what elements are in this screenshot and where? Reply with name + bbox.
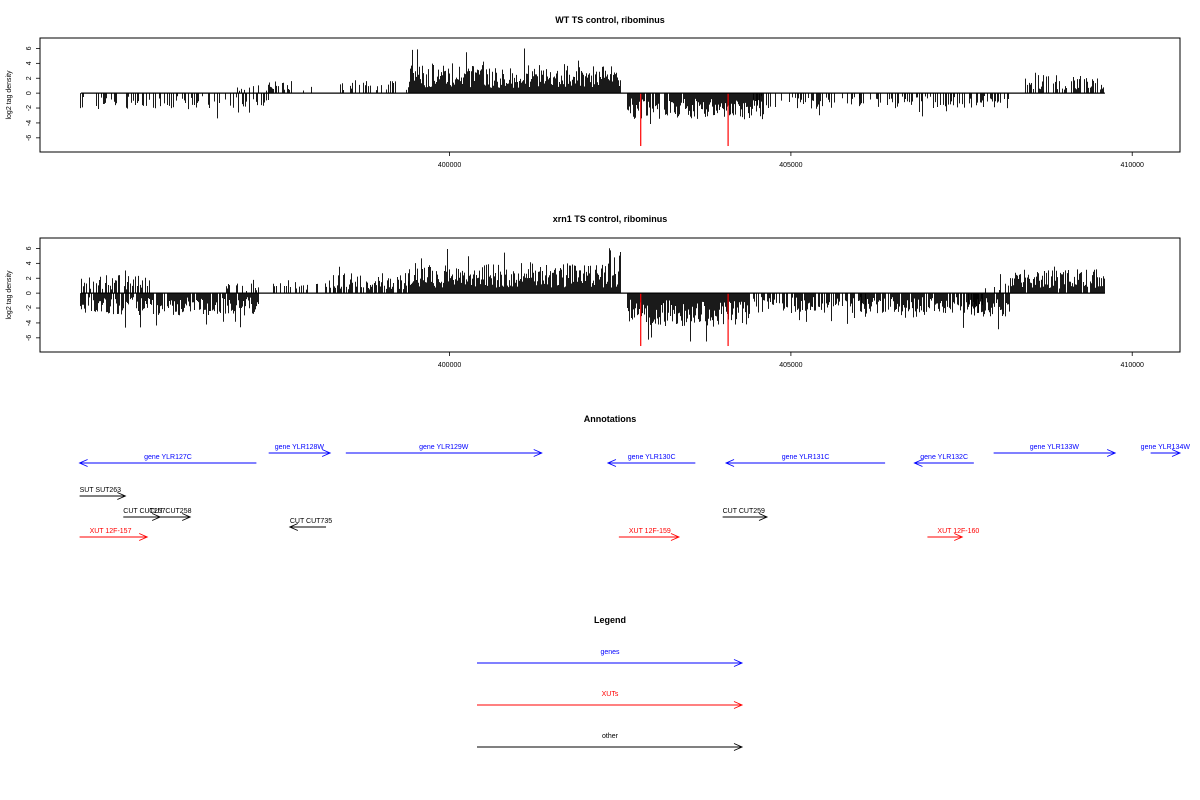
feature-arrowhead [117,492,127,500]
wt-plot-frame [39,37,1181,153]
y-tick-label: -2 [26,305,33,311]
feature-label: CUT CUT735 [290,518,332,525]
feature-label: XUT 12F-159 [629,528,671,535]
wt-x-axis: 400000 405000 410000 [438,152,1144,169]
annotation-feature: gene YLR131C [724,454,886,467]
feature-arrowhead [288,523,299,531]
feature-arrowhead [78,459,88,467]
annotation-features: gene YLR127C gene YLR128W gene YLR129W gene… [78,444,1191,541]
wt-y-axis-label: log2 tag density [6,70,13,120]
feature-label: SUT SUT263 [80,487,122,494]
annotation-feature: XUT 12F-160 [927,528,979,541]
annotation-feature: gene YLR134W [1141,444,1191,457]
annotation-feature: CUT CUT259 [722,508,769,521]
y-tick-label: 0 [26,291,33,295]
feature-arrowhead [606,459,617,467]
feature-label: XUT 12F-157 [90,528,132,535]
y-tick-label: 4 [26,261,33,265]
xrn1-y-axis-label: log2 tag density [6,270,13,320]
feature-label: gene YLR128W [275,444,325,451]
annotation-feature: CUT CUT258 [149,508,192,521]
wt-highlight-bars [640,93,729,147]
xrn1-bars [80,248,1105,342]
x-tick-label: 410000 [1121,362,1144,369]
x-tick-label: 410000 [1121,162,1144,169]
xrn1-highlight-bars [640,293,729,347]
annotation-feature: gene YLR130C [606,454,696,467]
feature-arrowhead [321,449,332,457]
legend-arrowhead [733,659,744,667]
y-tick-label: -6 [26,135,33,141]
annotation-feature: gene YLR129W [345,444,543,457]
annotation-feature: SUT SUT263 [79,487,127,500]
feature-label: gene YLR131C [782,454,830,461]
feature-label: CUT CUT259 [723,508,765,515]
annotation-feature: gene YLR132C [913,454,974,467]
feature-label: CUT CUT257 [123,508,165,515]
xrn1-plot-frame [39,237,1181,353]
feature-arrowhead [181,513,192,521]
y-tick-label: 6 [26,246,33,250]
feature-arrowhead [913,459,923,467]
feature-label: gene YLR130C [628,454,676,461]
y-tick-label: -6 [26,335,33,341]
feature-arrowhead [954,533,964,541]
feature-arrowhead [138,533,149,541]
xrn1-track-title: xrn1 TS control, ribominus [553,214,668,224]
x-tick-label: 405000 [779,362,802,369]
feature-label: gene YLR127C [144,454,192,461]
feature-arrowhead [758,513,769,521]
y-tick-label: 2 [26,276,33,280]
annotation-feature: XUT 12F-159 [618,528,681,541]
y-tick-label: 0 [26,91,33,95]
y-tick-label: 4 [26,61,33,65]
y-tick-label: 6 [26,46,33,50]
x-tick-label: 400000 [438,362,461,369]
feature-arrowhead [1171,449,1182,457]
y-tick-label: -4 [26,320,33,326]
legend-label: XUTs [602,691,619,698]
legend-entry: other [477,733,744,751]
annotations-title: Annotations [584,414,637,424]
legend-entry: XUTs [477,691,744,709]
feature-label: XUT 12F-160 [937,528,979,535]
feature-arrowhead [1106,449,1117,457]
annotation-feature: gene YLR128W [268,444,332,457]
feature-label: CUT CUT258 [149,508,191,515]
feature-label: gene YLR134W [1141,444,1191,451]
feature-arrowhead [670,533,681,541]
legend-panel: Legend genes XUTs other [477,615,744,751]
y-tick-label: -4 [26,120,33,126]
xrn1-track-panel: xrn1 TS control, ribominus log2 tag dens… [6,214,1181,369]
annotation-feature: gene YLR127C [78,454,257,467]
y-tick-label: 2 [26,76,33,80]
wt-y-axis: -6 -4 -2 0 2 4 6 [26,46,40,141]
x-tick-label: 400000 [438,162,461,169]
annotation-feature: CUT CUT735 [288,518,332,531]
legend-entry: genes [477,649,744,667]
feature-arrowhead [533,449,543,457]
wt-track-panel: WT TS control, ribominus log2 tag densit… [6,15,1181,169]
legend-label: other [602,733,619,740]
xrn1-x-axis: 400000 405000 410000 [438,352,1144,369]
feature-label: gene YLR129W [419,444,469,451]
legend-title: Legend [594,615,626,625]
wt-track-title: WT TS control, ribominus [555,15,665,25]
y-tick-label: -2 [26,105,33,111]
wt-bars [80,48,1104,125]
annotation-feature: XUT 12F-157 [79,528,149,541]
legend-arrowhead [733,701,744,709]
legend-entries: genes XUTs other [477,649,744,751]
annotation-feature: gene YLR133W [993,444,1117,457]
x-tick-label: 405000 [779,162,802,169]
feature-arrowhead [724,459,735,467]
legend-label: genes [600,649,620,656]
feature-label: gene YLR133W [1030,444,1080,451]
legend-arrowhead [733,743,744,751]
xrn1-y-axis: -6 -4 -2 0 2 4 6 [26,246,40,341]
feature-label: gene YLR132C [920,454,968,461]
